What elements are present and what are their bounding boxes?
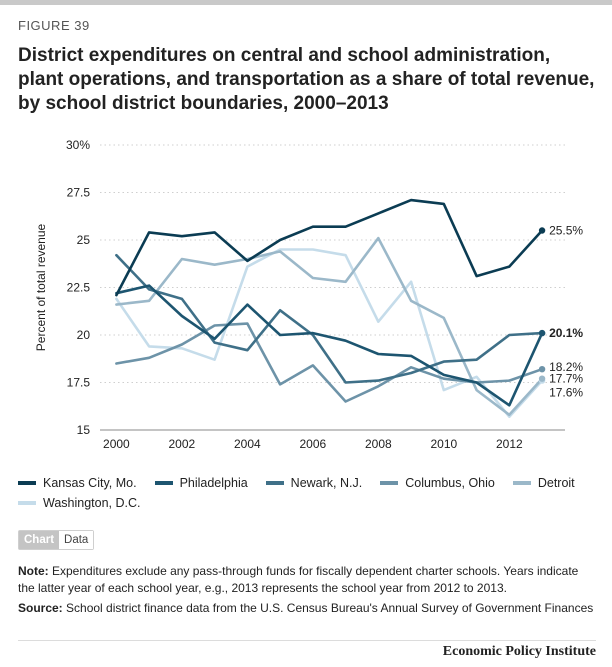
end-point-marker [538, 329, 546, 337]
legend-swatch [380, 481, 399, 485]
figure-label: FIGURE 39 [18, 18, 90, 33]
y-axis-ticks: 15 17.5 20 22.5 25 27.5 30% [66, 138, 90, 437]
end-value-label: 25.5% [549, 224, 583, 238]
note: Note: Expenditures exclude any pass-thro… [18, 563, 596, 597]
y-tick-label: 27.5 [67, 186, 91, 200]
series-line [115, 198, 544, 297]
end-point-marker [538, 375, 546, 382]
end-value-label: 17.7% [549, 372, 583, 386]
x-axis-ticks: 2000 2002 2004 2006 2008 2010 2012 [103, 437, 523, 451]
end-markers: 25.5% 20.1% 18.2%17.7%17.6% [538, 224, 583, 400]
series-line [115, 253, 544, 384]
legend-swatch [512, 481, 531, 485]
legend-item: Kansas City, Mo. [18, 476, 137, 490]
legend-label: Detroit [537, 476, 575, 490]
x-tick-label: 2000 [103, 437, 130, 451]
source-label: Source: [18, 601, 63, 615]
legend-item: Newark, N.J. [265, 476, 363, 490]
top-border [0, 0, 612, 5]
tab-data[interactable]: Data [59, 531, 94, 549]
tab-chart[interactable]: Chart [19, 531, 60, 549]
y-tick-label: 22.5 [67, 281, 91, 295]
brand-logo: Economic Policy Institute [442, 644, 596, 659]
x-tick-label: 2004 [234, 437, 261, 451]
y-tick-label: 30% [66, 138, 90, 152]
end-value-label: 20.1% [549, 326, 583, 340]
series-lines [115, 198, 544, 419]
y-tick-label: 17.5 [67, 376, 91, 390]
y-axis-label: Percent of total revenue [34, 223, 48, 351]
x-tick-label: 2008 [365, 437, 392, 451]
legend-label: Washington, D.C. [43, 496, 141, 510]
x-tick-label: 2006 [300, 437, 327, 451]
legend-item: Columbus, Ohio [380, 476, 495, 490]
note-text: Expenditures exclude any pass-through fu… [18, 564, 579, 595]
end-value-label: 17.6% [549, 386, 583, 400]
chart-title: District expenditures on central and sch… [18, 45, 595, 114]
legend-item: Philadelphia [154, 476, 248, 490]
legend-label: Philadelphia [179, 476, 248, 490]
footer-divider [18, 640, 596, 641]
end-point-marker [538, 227, 546, 234]
end-point-marker [538, 366, 546, 373]
legend-label: Kansas City, Mo. [43, 476, 137, 490]
legend-swatch [18, 501, 36, 505]
source: Source: School district finance data fro… [18, 600, 596, 617]
legend-swatch [18, 481, 36, 485]
view-tabs: Chart Data [18, 530, 95, 550]
legend-swatch [154, 481, 173, 485]
y-tick-label: 25 [77, 233, 91, 247]
legend-label: Newark, N.J. [290, 476, 363, 490]
legend: Kansas City, Mo. Philadelphia Newark, N.J.… [18, 476, 578, 510]
x-tick-label: 2010 [430, 437, 457, 451]
y-tick-label: 20 [77, 328, 91, 342]
legend-swatch [265, 481, 284, 485]
legend-item: Washington, D.C. [18, 496, 141, 510]
series-line [115, 284, 544, 407]
source-text: School district finance data from the U.… [62, 601, 594, 615]
end-value-label: 18.2% [549, 360, 583, 374]
note-label: Note: [18, 564, 49, 578]
x-tick-label: 2002 [169, 437, 196, 451]
x-tick-label: 2012 [496, 437, 523, 451]
y-tick-label: 15 [77, 423, 91, 437]
legend-label: Columbus, Ohio [405, 476, 495, 490]
series-line [115, 236, 544, 417]
legend-item: Detroit [512, 476, 575, 490]
